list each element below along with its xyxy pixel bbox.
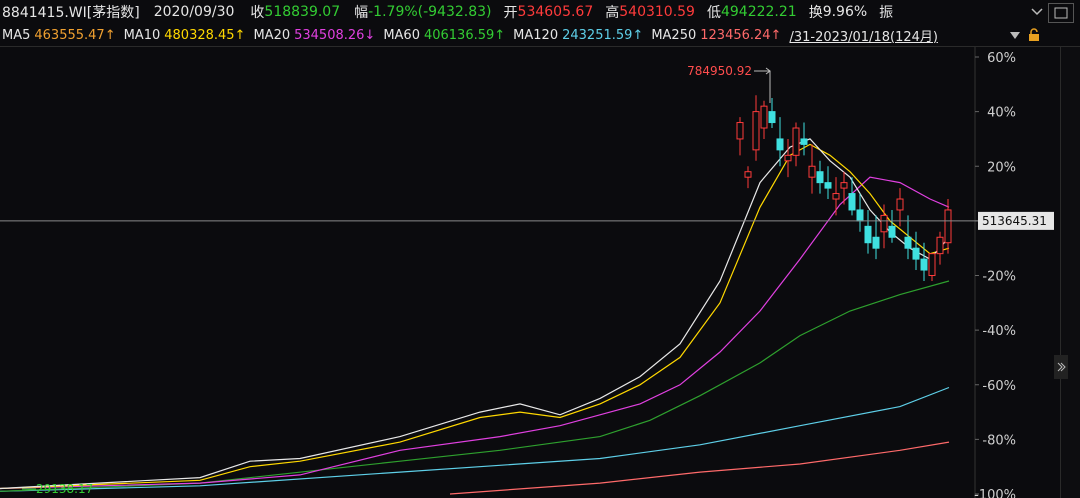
low-annotation: 29138.17	[36, 482, 93, 496]
ma250-line	[449, 441, 950, 495]
candle-body	[824, 182, 832, 189]
low-value: 494222.21	[720, 4, 797, 20]
quote-date: 2020/09/30	[153, 4, 235, 20]
date-range[interactable]: /31-2023/01/18(124月)	[789, 29, 938, 45]
ma5-line	[0, 138, 950, 490]
high-annotation: 784950.92	[687, 64, 752, 78]
amplitude-label: 振	[879, 5, 894, 21]
y-tick-label: 60%	[987, 51, 1016, 66]
candle-body	[944, 209, 952, 244]
right-panel-strip	[1061, 47, 1080, 69]
ma250-label: MA250	[651, 27, 697, 43]
candle-body	[912, 247, 920, 260]
candle-body	[736, 122, 744, 140]
crosshair-box	[978, 211, 1054, 230]
candle-body	[792, 127, 800, 156]
low-label: 低	[706, 5, 721, 21]
candle-body	[880, 214, 888, 233]
kline-chart[interactable]: 60%40%20%0%-20%-40%-60%-80%-100% 513645.…	[0, 47, 1060, 498]
candle-body	[928, 253, 936, 276]
candle-body	[888, 225, 896, 238]
crosshair-value: 513645.31	[982, 214, 1047, 228]
candle-body	[856, 209, 864, 222]
chevron-right-icon[interactable]	[1054, 355, 1068, 379]
ma10-label: MA10	[123, 27, 161, 43]
y-tick-label: 20%	[987, 160, 1016, 175]
change-value: -1.79%(-9432.83)	[368, 4, 492, 20]
turnover-label: 换	[808, 5, 823, 21]
y-tick-label: -60%	[982, 379, 1016, 394]
turnover-value: 9.96%	[822, 4, 868, 20]
ma-lines	[0, 138, 950, 495]
high-label: 高	[605, 5, 620, 21]
candle-body	[848, 193, 856, 211]
candle-body	[768, 111, 776, 124]
candle-body	[808, 165, 816, 178]
lock-icon[interactable]	[1026, 27, 1042, 43]
ma60-value: 406136.59↑	[423, 27, 506, 43]
index-code[interactable]: 8841415.WI[茅指数]	[2, 5, 140, 21]
candle-body	[920, 258, 928, 271]
y-axis-labels: 60%40%20%0%-20%-40%-60%-80%-100%	[974, 51, 1016, 498]
candle-body	[776, 138, 784, 151]
chevron-down-icon[interactable]	[1008, 27, 1022, 43]
candle-body	[800, 138, 808, 145]
candles	[736, 95, 952, 281]
candle-body	[832, 193, 840, 200]
high-annotation-arrow	[754, 67, 771, 103]
ma120-line	[0, 386, 950, 492]
ma60-line	[0, 280, 950, 492]
change-label: 幅	[354, 5, 369, 21]
candle-body	[904, 236, 912, 249]
y-tick-label: -20%	[982, 270, 1016, 285]
chart-grid	[974, 47, 979, 498]
candle-body	[816, 171, 824, 184]
candle-body	[936, 236, 944, 255]
ma20-line	[0, 176, 950, 490]
ma5-label: MA5	[2, 27, 31, 43]
candle-body	[784, 154, 792, 162]
candle-body	[760, 105, 768, 129]
ma10-line	[0, 143, 950, 490]
ma20-label: MA20	[253, 27, 291, 43]
open-label: 开	[503, 5, 518, 21]
y-tick-label: 40%	[987, 106, 1016, 121]
ma250-value: 123456.24↑	[700, 27, 782, 43]
y-tick-label: -80%	[982, 433, 1016, 448]
ma5-value: 463555.47↑	[34, 27, 116, 43]
candle-body	[840, 182, 848, 189]
moving-average-bar: MA5 463555.47↑ MA10 480328.45↑ MA20 5345…	[0, 24, 1080, 47]
quote-header: 8841415.WI[茅指数] 2020/09/30 收 518839.07 幅…	[0, 0, 1080, 24]
high-value: 540310.59	[619, 4, 695, 20]
y-tick-label: -40%	[982, 324, 1016, 339]
expand-icon[interactable]	[1048, 3, 1074, 23]
ma120-value: 243251.59↑	[562, 27, 644, 43]
candle-body	[864, 225, 872, 244]
y-tick-label: -100%	[974, 488, 1016, 498]
candle-body	[896, 198, 904, 211]
ma10-value: 480328.45↑	[164, 27, 246, 43]
open-value: 534605.67	[517, 4, 594, 20]
ma120-label: MA120	[513, 27, 559, 43]
ma60-label: MA60	[383, 27, 420, 43]
minimize-icon[interactable]	[1028, 3, 1046, 21]
candle-body	[752, 111, 760, 151]
candle-body	[744, 171, 752, 178]
ma20-value: 534508.26↓	[294, 27, 376, 43]
candle-body	[872, 236, 880, 249]
close-label: 收	[250, 5, 265, 21]
close-value: 518839.07	[264, 4, 341, 20]
right-info-panel	[1060, 47, 1080, 498]
